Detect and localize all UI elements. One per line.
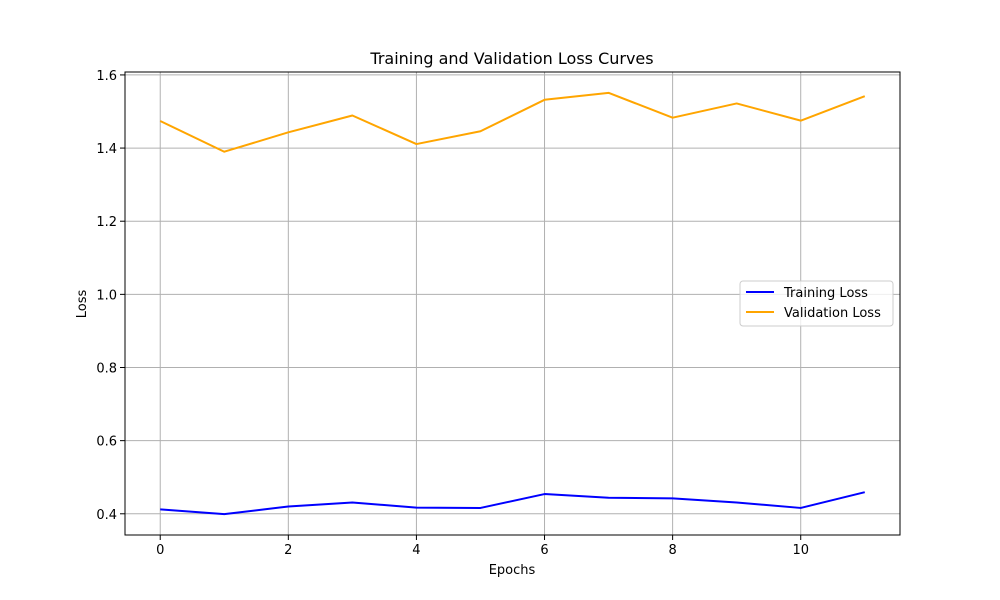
training-loss-line [160,491,866,516]
x-tick-label: 8 [668,543,676,558]
y-tick-label: 1.2 [96,215,117,230]
y-tick-label: 0.8 [96,362,117,377]
x-tick-label: 6 [540,543,548,558]
validation-loss-line [159,91,866,153]
x-tick-label: 2 [284,543,292,558]
y-tick-label: 0.6 [96,435,117,450]
x-tick-label: 10 [792,543,809,558]
y-axis-label: Loss [75,290,90,319]
x-axis-label: Epochs [489,563,536,578]
y-axis-ticks: 0.4 0.6 0.8 1.0 1.2 1.4 1.6 [96,69,125,523]
legend: Training Loss Validation Loss [739,280,894,327]
y-tick-label: 1.4 [96,142,117,157]
y-tick-label: 0.4 [96,508,117,523]
legend-label-training: Training Loss [783,286,868,301]
x-tick-label: 4 [412,543,420,558]
plot-frame [124,71,901,536]
legend-label-validation: Validation Loss [784,306,881,321]
x-axis-ticks: 0 2 4 6 8 10 [156,535,809,558]
chart-title: Training and Validation Loss Curves [369,49,653,68]
x-tick-label: 0 [156,543,164,558]
y-tick-label: 1.6 [96,69,117,84]
series-lines [159,91,866,516]
y-tick-label: 1.0 [96,288,117,303]
legend-box [739,280,894,327]
